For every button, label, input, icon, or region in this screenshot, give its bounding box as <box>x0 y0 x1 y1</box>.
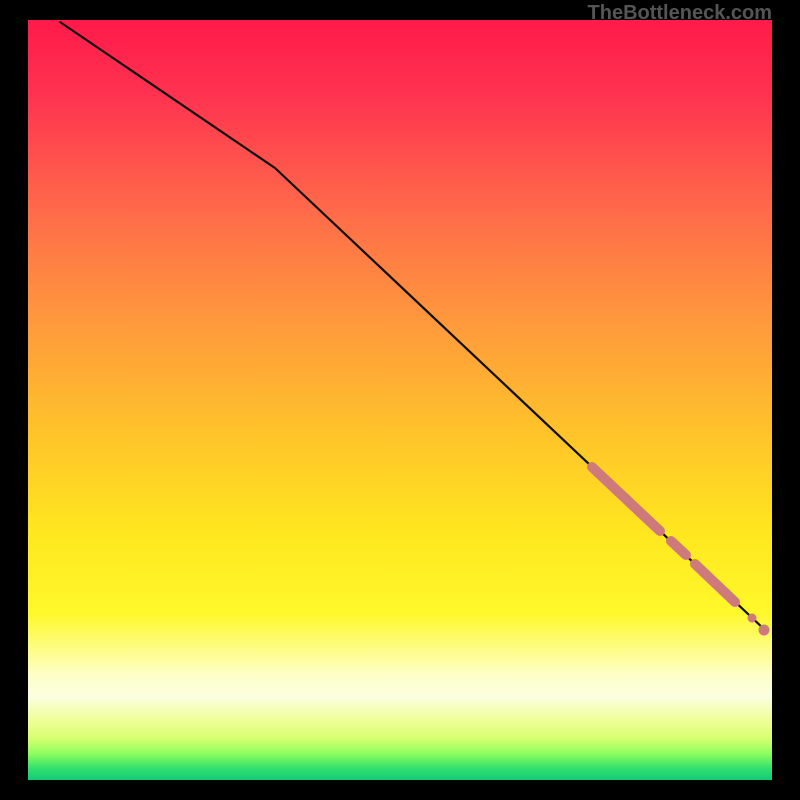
highlight-segment <box>592 467 660 531</box>
highlight-segment <box>695 564 735 602</box>
highlight-dot <box>748 614 757 623</box>
chart-container <box>28 20 772 780</box>
trend-line <box>60 22 765 630</box>
watermark-text: TheBottleneck.com <box>588 2 772 25</box>
highlight-dot <box>759 625 770 636</box>
highlight-segment <box>671 541 686 555</box>
chart-overlay <box>0 0 800 800</box>
